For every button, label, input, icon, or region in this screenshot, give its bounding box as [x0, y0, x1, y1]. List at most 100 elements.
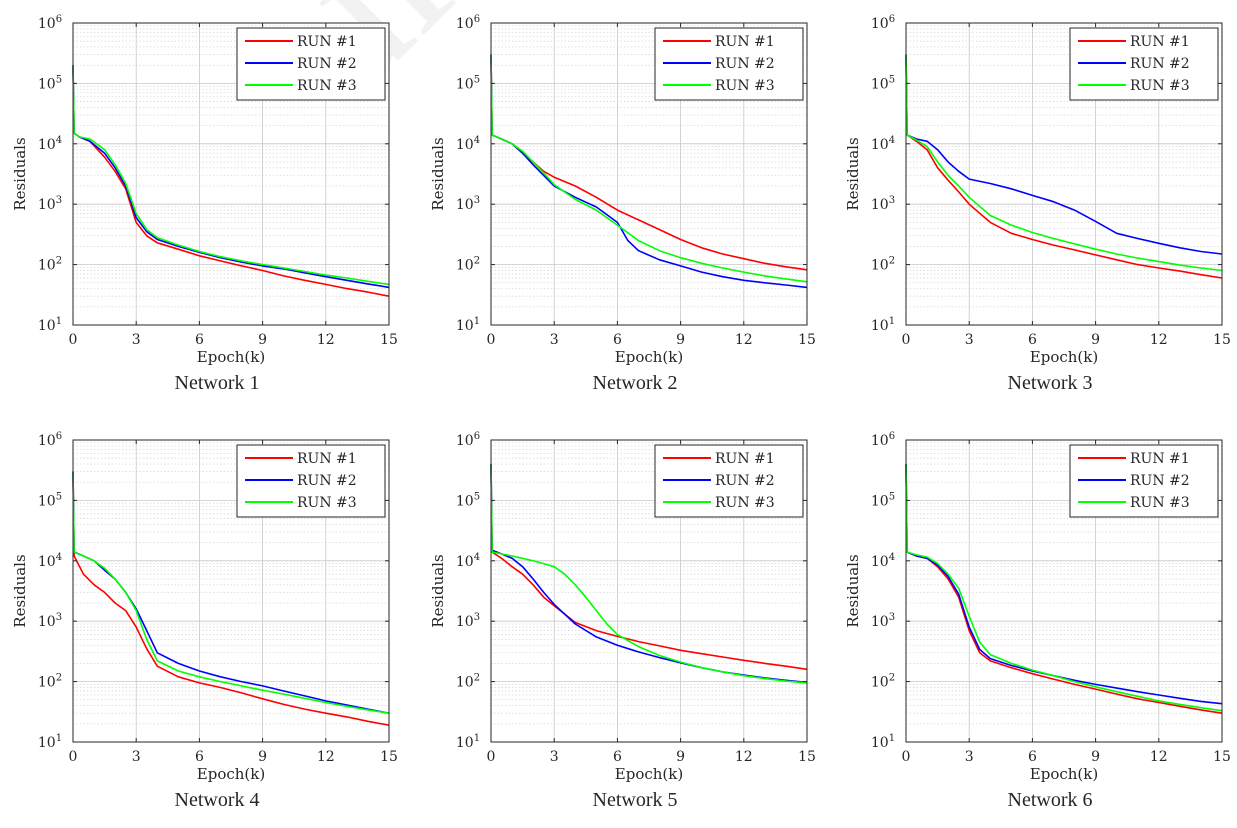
x-tick-label: 15	[798, 332, 816, 348]
y-tick-label: 104	[38, 135, 62, 153]
y-tick-label: 102	[38, 673, 62, 691]
legend: RUN #1 RUN #2 RUN #3	[236, 444, 386, 518]
y-tick-label: 102	[871, 256, 895, 274]
y-tick-label: 105	[38, 491, 62, 509]
y-tick-label: 104	[871, 552, 895, 570]
series-line-run-3	[905, 463, 1223, 712]
y-tick-label: 101	[871, 316, 895, 334]
x-tick-label: 15	[1213, 332, 1231, 348]
y-axis-label: Residuals	[429, 554, 447, 627]
x-tick-label: 0	[902, 332, 911, 348]
legend-label-run-3: RUN #3	[1130, 495, 1190, 511]
y-tick-label: 103	[871, 612, 895, 630]
y-axis-label: Residuals	[429, 137, 447, 210]
series-line-run-2	[905, 54, 1223, 255]
x-axis-label: Epoch(k)	[615, 765, 683, 783]
x-tick-label: 9	[258, 749, 267, 765]
x-tick-label: 6	[195, 332, 204, 348]
y-axis-label: Residuals	[11, 554, 29, 627]
x-tick-label: 15	[798, 749, 816, 765]
series-line-run-3	[490, 463, 808, 684]
x-tick-label: 6	[613, 749, 622, 765]
y-tick-label: 106	[38, 431, 62, 449]
y-tick-label: 102	[871, 673, 895, 691]
legend: RUN #1 RUN #2 RUN #3	[1069, 27, 1219, 101]
axes-box	[72, 22, 390, 326]
x-tick-label: 6	[195, 749, 204, 765]
x-tick-label: 3	[965, 749, 974, 765]
legend-label-run-1: RUN #1	[715, 451, 775, 467]
panel-caption: Network 5	[593, 789, 678, 811]
panel-caption: Network 4	[175, 789, 260, 811]
series-line-run-2	[905, 463, 1223, 705]
legend-label-run-2: RUN #2	[1130, 473, 1190, 489]
y-tick-label: 101	[456, 733, 480, 751]
legend-label-run-3: RUN #3	[297, 78, 357, 94]
x-tick-label: 0	[69, 332, 78, 348]
y-tick-label: 104	[456, 552, 480, 570]
panel-caption: Network 2	[593, 372, 678, 394]
x-tick-label: 6	[1028, 749, 1037, 765]
legend-label-run-2: RUN #2	[297, 56, 357, 72]
legend-label-run-3: RUN #3	[715, 495, 775, 511]
legend-label-run-2: RUN #2	[715, 473, 775, 489]
x-tick-label: 3	[132, 332, 141, 348]
y-tick-label: 106	[456, 14, 480, 32]
y-tick-label: 105	[871, 74, 895, 92]
axes-box	[905, 22, 1223, 326]
y-axis-label: Residuals	[844, 137, 862, 210]
x-tick-label: 3	[550, 749, 559, 765]
axes-box	[905, 439, 1223, 743]
legend-label-run-2: RUN #2	[1130, 56, 1190, 72]
y-tick-label: 101	[38, 316, 62, 334]
legend-label-run-1: RUN #1	[1130, 451, 1190, 467]
y-tick-label: 104	[38, 552, 62, 570]
panel-caption: Network 1	[175, 372, 260, 394]
y-tick-label: 103	[871, 195, 895, 213]
legend: RUN #1 RUN #2 RUN #3	[236, 27, 386, 101]
legend-label-run-1: RUN #1	[297, 451, 357, 467]
x-tick-label: 0	[69, 749, 78, 765]
y-tick-label: 106	[871, 431, 895, 449]
x-tick-label: 15	[380, 749, 398, 765]
x-tick-label: 9	[1091, 332, 1100, 348]
x-tick-label: 15	[1213, 749, 1231, 765]
y-tick-label: 105	[38, 74, 62, 92]
legend: RUN #1 RUN #2 RUN #3	[654, 27, 804, 101]
y-tick-label: 104	[871, 135, 895, 153]
x-axis-label: Epoch(k)	[615, 348, 683, 366]
legend-label-run-3: RUN #3	[297, 495, 357, 511]
axes-box	[490, 22, 808, 326]
x-tick-label: 12	[735, 749, 753, 765]
x-tick-label: 12	[317, 749, 335, 765]
y-tick-label: 105	[456, 491, 480, 509]
x-axis-label: Epoch(k)	[1030, 348, 1098, 366]
x-tick-label: 9	[258, 332, 267, 348]
y-tick-label: 106	[871, 14, 895, 32]
legend-label-run-1: RUN #1	[297, 34, 357, 50]
chart-panel-6: 0 3 6 9 12 15 101 102 103 104 105 106 Epoch(k) Residu…	[844, 431, 1231, 811]
series-line-run-1	[490, 463, 808, 671]
x-tick-label: 15	[380, 332, 398, 348]
legend-label-run-3: RUN #3	[715, 78, 775, 94]
series-line-run-2	[72, 65, 390, 289]
y-axis-label: Residuals	[11, 137, 29, 210]
legend: RUN #1 RUN #2 RUN #3	[654, 444, 804, 518]
x-tick-label: 3	[550, 332, 559, 348]
y-tick-label: 101	[456, 316, 480, 334]
axes-box	[72, 439, 390, 743]
y-tick-label: 102	[456, 673, 480, 691]
x-tick-label: 3	[132, 749, 141, 765]
x-tick-label: 12	[735, 332, 753, 348]
y-tick-label: 105	[456, 74, 480, 92]
panel-caption: Network 3	[1008, 372, 1093, 394]
chart-panel-2: 0 3 6 9 12 15 101 102 103 104 105 106 Epoch(k) Residu…	[429, 14, 816, 394]
series-line-run-1	[72, 471, 390, 726]
panel-caption: Network 6	[1008, 789, 1093, 811]
legend-label-run-3: RUN #3	[1130, 78, 1190, 94]
y-tick-label: 106	[456, 431, 480, 449]
series-line-run-1	[72, 65, 390, 297]
series-line-run-3	[72, 471, 390, 714]
legend: RUN #1 RUN #2 RUN #3	[1069, 444, 1219, 518]
